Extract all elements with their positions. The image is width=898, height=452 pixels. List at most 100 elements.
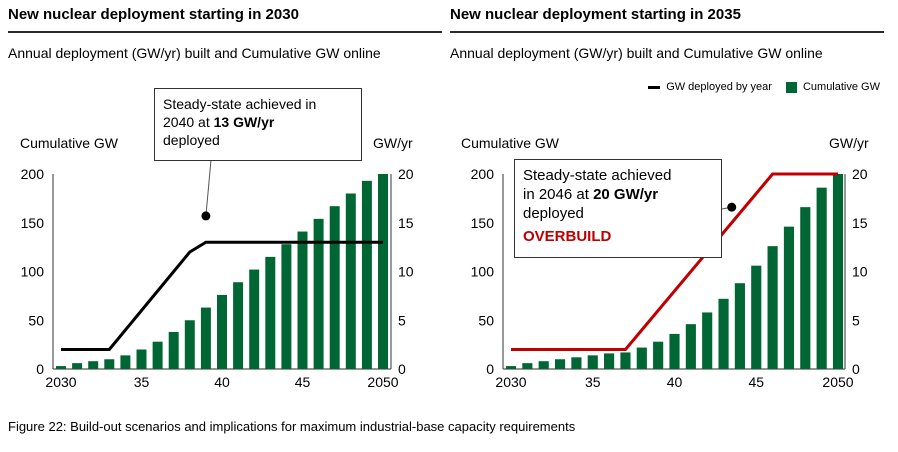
left-chart-title: New nuclear deployment starting in 2030: [8, 6, 299, 23]
right-y-tick-label: 150: [471, 215, 495, 231]
left-x-tick-label: 2050: [367, 374, 398, 390]
right-y2-tick-label: 5: [852, 312, 860, 328]
right-bar-cumulative: [538, 361, 549, 369]
left-bar-cumulative: [72, 363, 83, 369]
legend-bar-swatch: [785, 81, 797, 93]
right-bar-cumulative: [702, 312, 713, 369]
left-bar-cumulative: [88, 361, 99, 369]
right-bar-cumulative: [571, 357, 582, 369]
right-bar-cumulative: [636, 347, 647, 369]
right-bar-cumulative: [816, 187, 827, 369]
legend-line-label: GW deployed by year: [666, 81, 772, 93]
right-x-tick-label: 45: [748, 374, 764, 390]
right-chart-title: New nuclear deployment starting in 2035: [450, 6, 741, 23]
left-y-tick-label: 150: [21, 215, 45, 231]
left-bar-cumulative: [56, 366, 66, 369]
left-annotation-line3: deployed: [163, 132, 220, 148]
left-bar-cumulative: [297, 231, 308, 369]
left-bar-cumulative: [152, 341, 163, 369]
left-bar-cumulative: [217, 294, 227, 369]
left-bar-cumulative: [200, 307, 211, 369]
left-y2-tick-label: 5: [398, 312, 406, 328]
left-x-tick-label: 35: [134, 374, 150, 390]
left-bar-cumulative: [281, 244, 292, 369]
right-x-tick-label: 40: [667, 374, 683, 390]
right-y2-tick-label: 15: [852, 215, 868, 231]
right-chart-subtitle: Annual deployment (GW/yr) built and Cumu…: [450, 45, 823, 61]
left-bar-cumulative: [313, 218, 324, 369]
right-bar-cumulative: [734, 283, 745, 369]
right-bar-cumulative: [554, 359, 566, 369]
right-x-tick-label: 2050: [822, 374, 853, 390]
right-bar-cumulative: [620, 352, 631, 369]
left-annotation-leader: [205, 159, 212, 216]
right-y2-tick-label: 20: [852, 166, 868, 182]
left-y2-tick-label: 10: [398, 264, 414, 280]
right-bar-cumulative: [669, 333, 680, 369]
right-bar-cumulative: [783, 226, 795, 369]
figure-caption: Figure 22: Build-out scenarios and impli…: [8, 419, 576, 434]
left-bar-cumulative: [378, 174, 388, 369]
right-y-tick-label: 100: [471, 264, 495, 280]
right-y2-tick-label: 0: [852, 361, 860, 377]
left-y2-tick-label: 0: [398, 361, 406, 377]
left-y2-tick-label: 15: [398, 215, 414, 231]
left-annotation-line1: Steady-state achieved in: [163, 96, 317, 112]
left-y-tick-label: 50: [28, 312, 44, 328]
overbuild-warning: OVERBUILD: [523, 228, 612, 245]
left-bar-cumulative: [136, 349, 147, 369]
right-bar-cumulative: [751, 265, 762, 369]
right-annotation-line3: deployed: [523, 205, 584, 222]
left-annotation-dot: [201, 211, 211, 221]
legend: GW deployed by year Cumulative GW: [648, 81, 880, 93]
left-y2-axis-title: GW/yr: [373, 135, 413, 151]
left-y-tick-label: 0: [36, 361, 44, 377]
right-y2-tick-label: 10: [852, 264, 868, 280]
right-annotation-dot: [727, 202, 737, 212]
left-annotation-callout: Steady-state achieved in 2040 at 13 GW/y…: [154, 88, 362, 161]
left-x-tick-label: 40: [214, 374, 230, 390]
right-bar-cumulative: [685, 324, 696, 369]
right-bar-cumulative: [604, 353, 615, 369]
left-y-tick-label: 100: [21, 264, 45, 280]
left-annotation-highlight: 13 GW/yr: [213, 114, 275, 130]
left-annotation-line2-pre: 2040 at: [163, 114, 214, 130]
right-bar-cumulative: [767, 246, 778, 369]
left-bar-cumulative: [184, 320, 195, 369]
left-x-tick-label: 2030: [45, 374, 76, 390]
right-annotation-line2-pre: in 2046 at: [523, 186, 594, 203]
right-y-tick-label: 50: [478, 312, 494, 328]
left-bar-cumulative: [345, 193, 356, 369]
left-chart-subtitle: Annual deployment (GW/yr) built and Cumu…: [8, 45, 381, 61]
left-y-axis-title: Cumulative GW: [20, 135, 119, 151]
left-title-divider: [8, 31, 442, 33]
left-bar-cumulative: [104, 359, 115, 369]
left-bar-cumulative: [329, 206, 340, 369]
left-bar-cumulative: [233, 282, 244, 369]
right-y-tick-label: 0: [486, 361, 494, 377]
legend-bar-label: Cumulative GW: [802, 81, 880, 93]
right-annotation-line1: Steady-state achieved: [523, 167, 672, 184]
left-y-tick-label: 200: [21, 166, 45, 182]
left-bar-cumulative: [361, 180, 372, 369]
right-x-tick-label: 35: [585, 374, 601, 390]
left-bar-cumulative: [249, 269, 260, 369]
right-bar-cumulative: [653, 341, 664, 369]
left-x-tick-label: 45: [295, 374, 311, 390]
left-bar-cumulative: [168, 331, 179, 369]
right-bar-cumulative: [718, 298, 729, 369]
right-annotation-highlight: 20 GW/yr: [593, 186, 659, 203]
left-line-gw-deployed: [61, 240, 383, 351]
right-x-tick-label: 2030: [495, 374, 526, 390]
right-bar-cumulative: [800, 207, 811, 369]
right-line-gw-deployed: [511, 172, 838, 351]
right-y-axis-title: Cumulative GW: [461, 135, 560, 151]
right-bar-cumulative: [832, 174, 844, 369]
right-bar-cumulative: [522, 363, 533, 369]
right-annotation-callout: Steady-state achieved in 2046 at 20 GW/y…: [514, 159, 722, 258]
right-title-divider: [450, 31, 884, 33]
left-bar-cumulative: [265, 256, 276, 369]
left-bar-cumulative: [120, 355, 131, 369]
right-y-tick-label: 200: [471, 166, 495, 182]
